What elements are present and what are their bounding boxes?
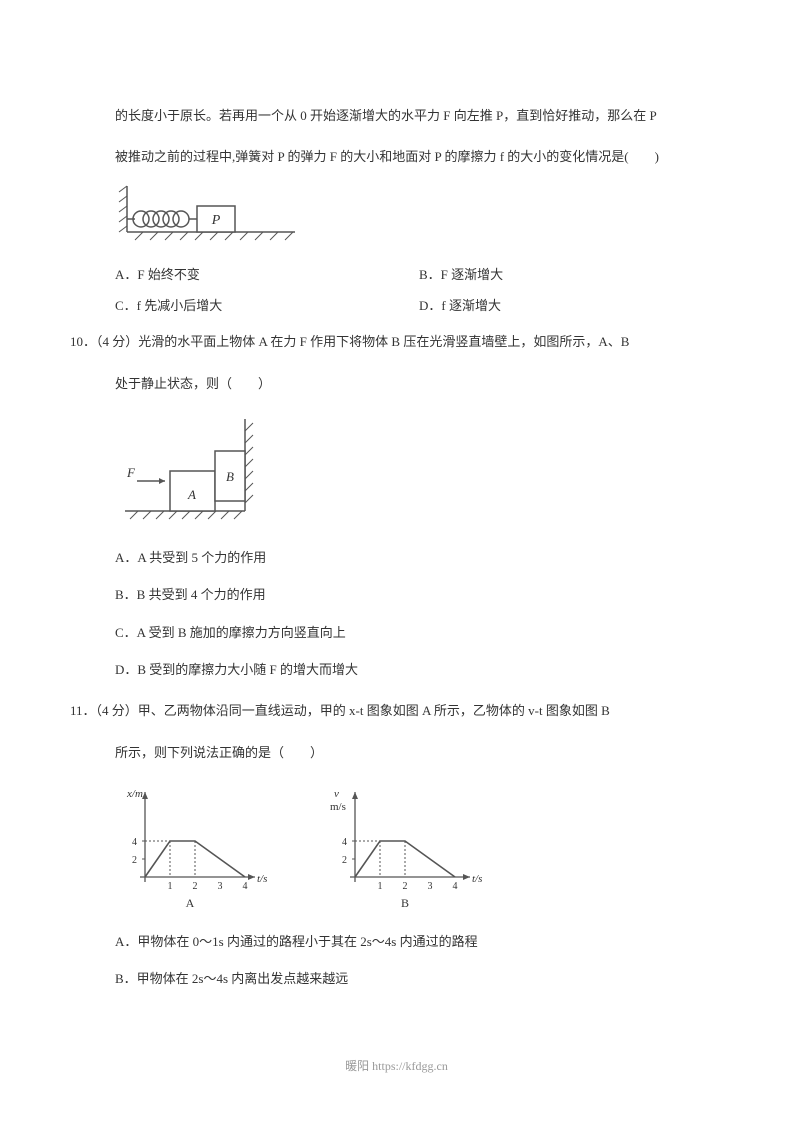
q11a-ylabel: x/m <box>126 788 143 800</box>
q11-graph-a: x/m t/s 2 4 1 2 3 4 A <box>115 782 270 912</box>
q11b-ytick-2: 2 <box>342 855 347 866</box>
q11b-ylabel1: v <box>334 788 339 800</box>
q11b-caption: B <box>401 896 409 910</box>
q11a-xtick-2: 2 <box>193 881 198 892</box>
q9-paragraph-2: 被推动之前的过程中,弹簧对 P 的弹力 F 的大小和地面对 P 的摩擦力 f 的… <box>70 141 723 172</box>
q10-option-b: B．B 共受到 4 个力的作用 <box>70 583 723 606</box>
q9-paragraph-1: 的长度小于原长。若再用一个从 0 开始逐渐增大的水平力 F 向左推 P，直到恰好… <box>70 100 723 131</box>
q11a-xtick-3: 3 <box>218 881 223 892</box>
q11a-xlabel: t/s <box>257 873 267 885</box>
q11a-ytick-2: 2 <box>132 855 137 866</box>
q11-graph-b: v m/s t/s 2 4 1 2 3 4 B <box>320 782 485 912</box>
q10-option-a: A．A 共受到 5 个力的作用 <box>70 546 723 569</box>
q11-option-b: B．甲物体在 2s～4s 内离出发点越来越远 <box>70 967 723 990</box>
q11a-ytick-4: 4 <box>132 837 137 848</box>
q9-options-row1: A．F 始终不变 B．F 逐渐增大 <box>70 264 723 283</box>
q11b-ylabel2: m/s <box>330 801 346 813</box>
q10-option-c: C．A 受到 B 施加的摩擦力方向竖直向上 <box>70 621 723 644</box>
q11-figures: x/m t/s 2 4 1 2 3 4 A v m/s t/s 2 4 1 2 <box>70 782 723 912</box>
q10-label-f: F <box>126 465 136 480</box>
q10-label-a: A <box>187 487 196 502</box>
q11b-xtick-2: 2 <box>403 881 408 892</box>
q9-options-row2: C．f 先减小后增大 D．f 逐渐增大 <box>70 295 723 314</box>
q9-option-d: D．f 逐渐增大 <box>419 295 723 314</box>
q11-option-a: A．甲物体在 0～1s 内通过的路程小于其在 2s～4s 内通过的路程 <box>70 930 723 953</box>
q10-stem-1: 10．（4 分）光滑的水平面上物体 A 在力 F 作用下将物体 B 压在光滑竖直… <box>70 326 723 357</box>
q11b-ytick-4: 4 <box>342 837 347 848</box>
q9-option-a: A．F 始终不变 <box>115 264 419 283</box>
q11a-xtick-1: 1 <box>168 881 173 892</box>
q9-figure: P <box>70 184 723 248</box>
q11a-caption: A <box>186 896 195 910</box>
q9-option-c: C．f 先减小后增大 <box>115 295 419 314</box>
q9-block-label: P <box>211 213 221 228</box>
q10-option-d: D．B 受到的摩擦力大小随 F 的增大而增大 <box>70 658 723 681</box>
q9-option-b: B．F 逐渐增大 <box>419 264 723 283</box>
q10-stem-2: 处于静止状态，则（ ） <box>70 368 723 399</box>
q11a-xtick-4: 4 <box>243 881 248 892</box>
q11b-xlabel: t/s <box>472 873 482 885</box>
q11b-xtick-3: 3 <box>428 881 433 892</box>
q11-stem-2: 所示，则下列说法正确的是（ ） <box>70 737 723 768</box>
q11-stem-1: 11．（4 分）甲、乙两物体沿同一直线运动，甲的 x‐t 图象如图 A 所示，乙… <box>70 695 723 726</box>
q10-label-b: B <box>226 469 234 484</box>
q11b-xtick-4: 4 <box>453 881 458 892</box>
q10-figure: A B F <box>70 411 723 530</box>
q11b-xtick-1: 1 <box>378 881 383 892</box>
page-footer: 暖阳 https://kfdgg.cn <box>0 1057 793 1074</box>
